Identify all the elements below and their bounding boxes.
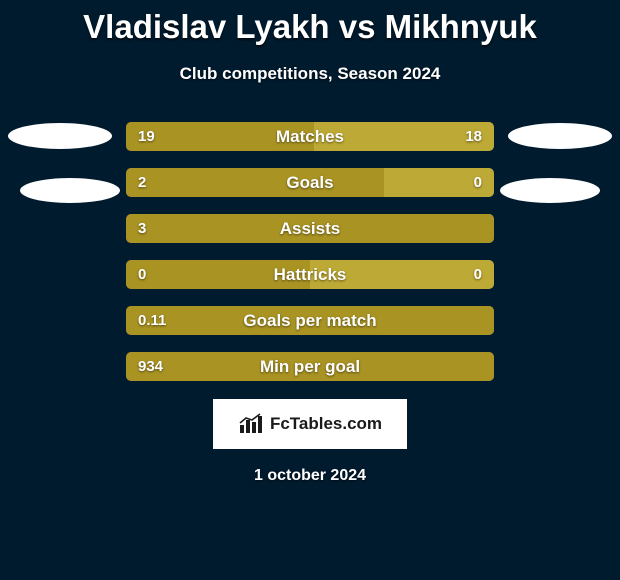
side-ellipse — [20, 178, 120, 203]
side-ellipse — [500, 178, 600, 203]
side-ellipse — [8, 123, 112, 149]
stat-row: 1918Matches — [126, 122, 494, 151]
stat-row: 934Min per goal — [126, 352, 494, 381]
stat-row: 0.11Goals per match — [126, 306, 494, 335]
comparison-bars: 1918Matches 20Goals 3Assists 00Hattricks 0.1… — [126, 122, 494, 381]
footer-logo: FcTables.com — [213, 399, 407, 449]
footer-date: 1 october 2024 — [0, 467, 620, 485]
stat-row: 20Goals — [126, 168, 494, 197]
stat-label: Goals — [126, 168, 494, 197]
page-title: Vladislav Lyakh vs Mikhnyuk — [0, 0, 620, 46]
stat-label: Min per goal — [126, 352, 494, 381]
stat-row: 3Assists — [126, 214, 494, 243]
stat-label: Matches — [126, 122, 494, 151]
stat-row: 00Hattricks — [126, 260, 494, 289]
stat-label: Goals per match — [126, 306, 494, 335]
stat-label: Hattricks — [126, 260, 494, 289]
side-ellipse — [508, 123, 612, 149]
footer-logo-text: FcTables.com — [270, 414, 382, 434]
chart-icon — [238, 413, 264, 435]
page-subtitle: Club competitions, Season 2024 — [0, 64, 620, 84]
stat-label: Assists — [126, 214, 494, 243]
